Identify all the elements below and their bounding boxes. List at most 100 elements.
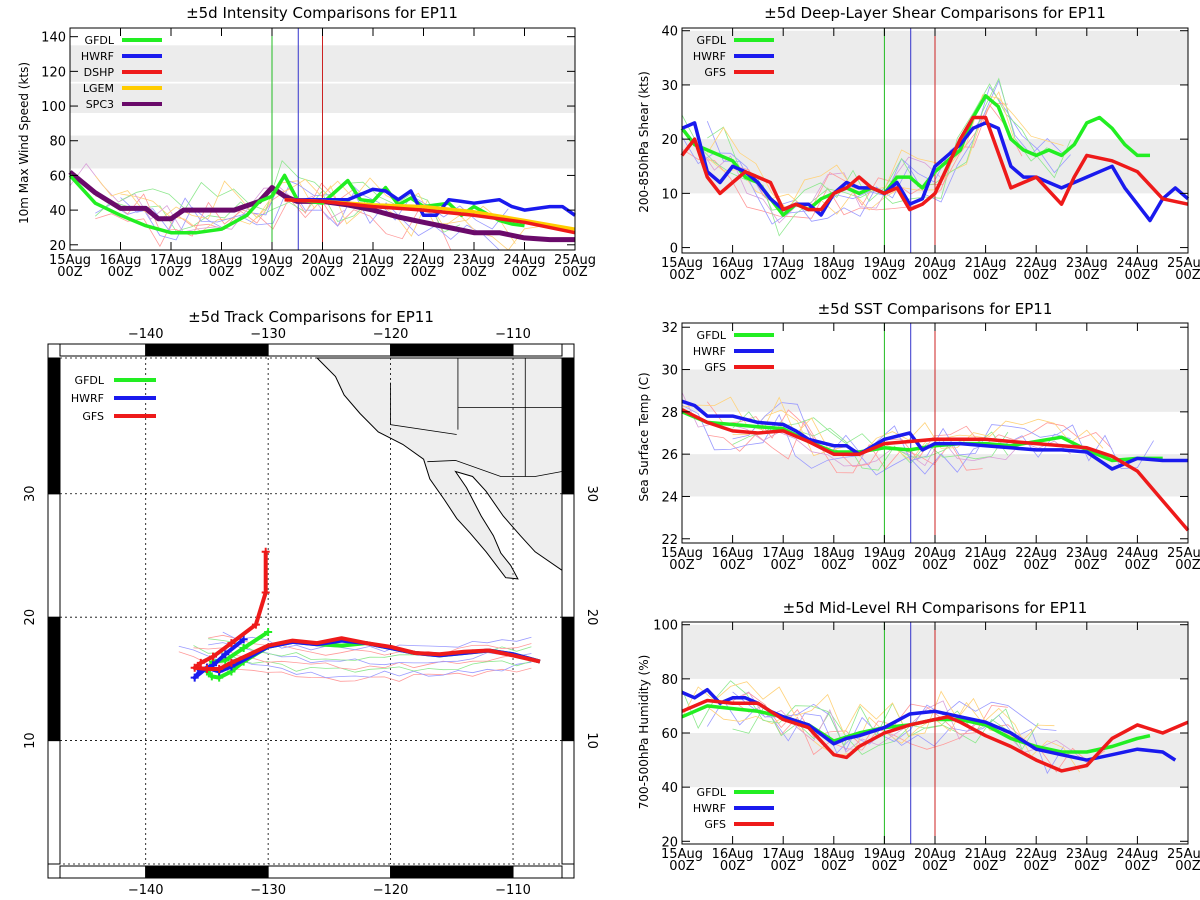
shear-y-tick-label-10: 10 xyxy=(661,187,678,202)
rh-ensemble-line-2 xyxy=(732,704,1025,756)
intensity-x-tick-label-8: 23Aug xyxy=(453,253,495,268)
sst-y-tick-label-28: 28 xyxy=(661,406,678,421)
rh-x-tick-label-10: 25Aug xyxy=(1167,847,1200,862)
intensity-x-tick-label-1: 16Aug xyxy=(100,253,142,268)
track-ensemble-line-2 xyxy=(193,645,532,673)
rh-x-tick-label-9: 24Aug xyxy=(1116,847,1158,862)
sst-ensemble-line-4 xyxy=(681,392,1071,467)
rh-x-tick-label-4: 19Aug xyxy=(863,847,905,862)
track-marker-gfs-8 xyxy=(261,588,270,597)
shear-x-tick-label-5: 20Aug xyxy=(914,256,956,271)
intensity-x-tick-label-10: 25Aug xyxy=(554,253,596,268)
intensity-x-tick-label-5: 20Aug xyxy=(302,253,344,268)
track-left-border-block-1 xyxy=(47,616,61,742)
sst-x-tick-label-6: 21Aug xyxy=(965,546,1007,561)
rh-x-tick-sub-9: 00Z xyxy=(1125,859,1151,874)
shear-x-tick-sub-7: 00Z xyxy=(1023,268,1049,283)
track-top-border-block-4 xyxy=(512,343,563,357)
shear-y-tick-label-30: 30 xyxy=(661,79,678,94)
sst-y-tick-label-32: 32 xyxy=(661,321,678,336)
track-marker-gfdl-7 xyxy=(239,644,248,653)
rh-x-tick-label-3: 18Aug xyxy=(813,847,855,862)
track-marker-gfs-9 xyxy=(261,547,270,556)
sst-x-tick-sub-0: 00Z xyxy=(669,558,695,573)
sst-y-tick-label-24: 24 xyxy=(661,490,678,505)
track-top-border-block-3 xyxy=(390,343,514,357)
intensity-y-tick-label-140: 140 xyxy=(41,31,66,46)
intensity-y-axis-label: 10m Max Wind Speed (kts) xyxy=(17,62,31,224)
track-lat-label-right-10: 10 xyxy=(584,732,599,749)
track-marker-hwrf-6 xyxy=(221,650,230,659)
shear-x-tick-sub-0: 00Z xyxy=(669,268,695,283)
shear-x-tick-label-8: 23Aug xyxy=(1066,256,1108,271)
rh-x-tick-sub-4: 00Z xyxy=(872,859,898,874)
rh-x-tick-label-8: 23Aug xyxy=(1066,847,1108,862)
rh-y-tick-label-40: 40 xyxy=(661,781,678,796)
rh-series-gfs xyxy=(681,698,1189,773)
track-lat-label-right-30: 30 xyxy=(584,485,599,502)
sst-x-tick-sub-5: 00Z xyxy=(922,558,948,573)
rh-x-tick-label-2: 17Aug xyxy=(762,847,804,862)
intensity-title: ±5d Intensity Comparisons for EP11 xyxy=(186,4,458,22)
shear-y-tick-label-0: 0 xyxy=(670,242,678,257)
shear-y-tick-label-40: 40 xyxy=(661,25,678,40)
intensity-x-tick-label-6: 21Aug xyxy=(352,253,394,268)
sst-x-tick-sub-10: 00Z xyxy=(1175,558,1200,573)
intensity-x-tick-sub-5: 00Z xyxy=(310,265,336,280)
track-marker-gfs-7 xyxy=(251,620,260,629)
track-top-border-block-0 xyxy=(59,343,147,357)
track-lon-label-top-140: −140 xyxy=(128,327,164,342)
shear-x-tick-sub-1: 00Z xyxy=(720,268,746,283)
intensity-x-tick-sub-1: 00Z xyxy=(108,265,134,280)
sst-x-tick-sub-7: 00Z xyxy=(1023,558,1049,573)
shear-x-tick-sub-5: 00Z xyxy=(922,268,948,283)
track-left-border-block-2 xyxy=(47,493,61,618)
intensity-legend-label-dshp: DSHP xyxy=(84,66,115,79)
shear-ensemble-line-3 xyxy=(707,91,1016,215)
intensity-ensemble-line-7 xyxy=(120,159,461,233)
sst-series-gfs xyxy=(681,408,1190,532)
intensity-x-tick-sub-2: 00Z xyxy=(158,265,184,280)
intensity-ensemble-line-0 xyxy=(95,197,452,251)
track-bottom-border-block-3 xyxy=(390,865,514,879)
track-ensemble-line-0 xyxy=(178,651,532,682)
shear-x-tick-sub-9: 00Z xyxy=(1125,268,1151,283)
shear-x-tick-label-1: 16Aug xyxy=(712,256,754,271)
rh-ensemble-line-7 xyxy=(681,680,1039,751)
track-lon-label-bottom-110: −110 xyxy=(495,883,531,898)
track-marker-gfs-4 xyxy=(196,658,205,667)
intensity-legend-label-spc3: SPC3 xyxy=(86,98,114,111)
rh-legend-label-gfs: GFS xyxy=(704,818,726,831)
track-bottom-border-block-4 xyxy=(512,865,563,879)
intensity-y-tick-label-100: 100 xyxy=(41,100,66,115)
intensity-ensemble-line-1 xyxy=(95,183,516,251)
shear-series-hwrf xyxy=(681,121,1190,223)
sst-ensemble-line-0 xyxy=(707,419,983,474)
sst-x-tick-sub-2: 00Z xyxy=(770,558,796,573)
track-title: ±5d Track Comparisons for EP11 xyxy=(188,308,434,326)
sst-x-tick-sub-6: 00Z xyxy=(973,558,999,573)
sst-chart: ±5d SST Comparisons for EP11 Sea Surface… xyxy=(637,300,1200,573)
intensity-x-tick-sub-0: 00Z xyxy=(57,265,83,280)
intensity-x-tick-sub-8: 00Z xyxy=(461,265,487,280)
rh-x-tick-label-1: 16Aug xyxy=(712,847,754,862)
rh-x-tick-sub-3: 00Z xyxy=(821,859,847,874)
rh-series-hwrf xyxy=(681,687,1177,762)
track-lon-label-top-120: −120 xyxy=(373,327,409,342)
rh-chart: ±5d Mid-Level RH Comparisons for EP11 70… xyxy=(637,599,1200,874)
track-lon-label-top-110: −110 xyxy=(495,327,531,342)
rh-x-tick-sub-5: 00Z xyxy=(922,859,948,874)
shear-x-tick-label-3: 18Aug xyxy=(813,256,855,271)
shear-x-tick-label-10: 25Aug xyxy=(1167,256,1200,271)
rh-x-tick-sub-0: 00Z xyxy=(669,859,695,874)
rh-x-tick-sub-2: 00Z xyxy=(770,859,796,874)
track-top-border-block-2 xyxy=(267,343,392,357)
rh-x-tick-sub-1: 00Z xyxy=(720,859,746,874)
shear-x-tick-label-7: 22Aug xyxy=(1015,256,1057,271)
sst-legend-label-gfdl: GFDL xyxy=(697,329,727,342)
sst-x-tick-label-0: 15Aug xyxy=(661,546,703,561)
intensity-y-tick-label-20: 20 xyxy=(49,239,66,254)
intensity-x-tick-sub-4: 00Z xyxy=(259,265,285,280)
shear-x-tick-sub-3: 00Z xyxy=(821,268,847,283)
rh-x-tick-sub-10: 00Z xyxy=(1175,859,1200,874)
